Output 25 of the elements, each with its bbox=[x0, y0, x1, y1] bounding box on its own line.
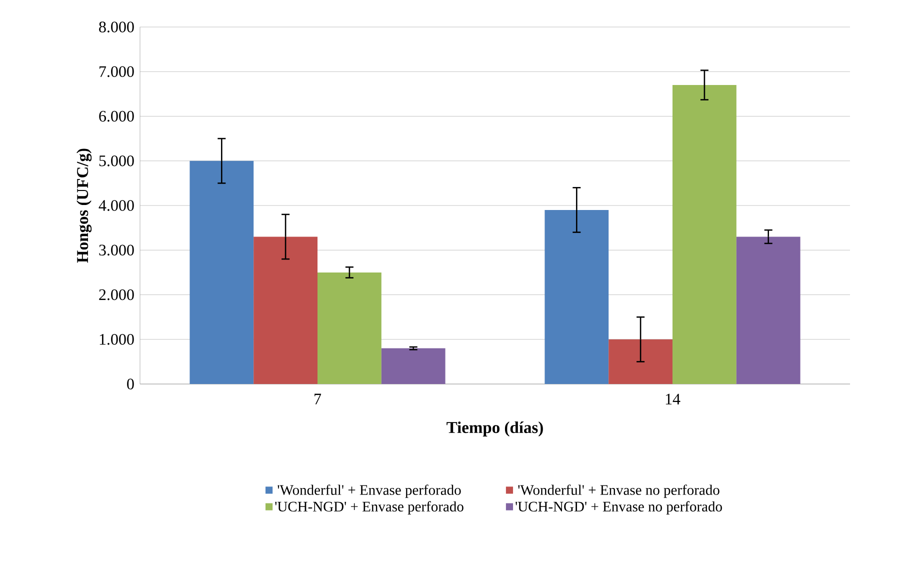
y-tick-label: 5.000 bbox=[99, 155, 134, 166]
bar bbox=[736, 236, 800, 384]
y-tick-label: 0 bbox=[127, 378, 134, 390]
legend-label: 'UCH-NGD' + Envase perforado bbox=[275, 501, 464, 514]
legend-label: 'Wonderful' + Envase perforado bbox=[278, 484, 461, 498]
bar bbox=[608, 339, 673, 384]
bar bbox=[544, 210, 609, 384]
y-tick-label: 3.000 bbox=[99, 244, 134, 256]
bar bbox=[254, 236, 318, 384]
legend-label: 'Wonderful' + Envase no perforado bbox=[518, 484, 720, 498]
bar bbox=[672, 85, 736, 384]
x-tick-label: 7 bbox=[314, 394, 322, 404]
x-tick-label: 14 bbox=[666, 394, 680, 404]
bar bbox=[381, 348, 446, 384]
y-tick-label: 8.000 bbox=[99, 22, 134, 32]
y-tick-label: 4.000 bbox=[98, 200, 134, 211]
legend-label: 'UCH-NGD' + Envase no perforado bbox=[516, 501, 722, 514]
y-tick-label: 7.000 bbox=[100, 66, 134, 78]
y-tick-label: 1.000 bbox=[100, 334, 134, 345]
bar bbox=[318, 272, 382, 384]
y-tick-label: 2.000 bbox=[99, 289, 134, 300]
bar bbox=[190, 160, 254, 384]
x-axis-title: Tiempo (días) bbox=[446, 421, 543, 436]
y-tick-label: 6.000 bbox=[99, 110, 134, 122]
y-axis-title: Hongos (UFC/g) bbox=[76, 148, 92, 263]
